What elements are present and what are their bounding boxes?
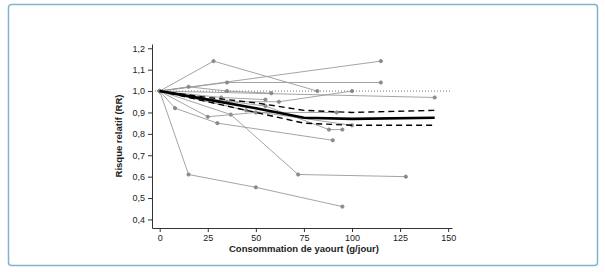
x-tick: 125 [393,228,408,243]
y-tick-mark [148,91,152,92]
y-tick-mark [148,219,152,220]
y-tick-label: 0,4 [132,215,145,225]
study-line [160,87,272,93]
x-tick-label: 100 [345,233,360,243]
x-tick-mark [256,228,257,232]
y-tick-label: 0,9 [132,108,145,118]
y-tick-label: 1,0 [132,86,145,96]
x-tick-label: 150 [441,233,456,243]
x-tick-label: 50 [251,233,261,243]
x-tick-mark [208,228,209,232]
study-point [245,109,248,112]
y-tick-mark [148,134,152,135]
pooled-line [160,91,435,119]
chart: 0 25 50 75 100 125 150 0,4 0,5 0,6 0,7 0,8 0,9 1,0 1,1… [0,0,605,272]
y-tick-mark [148,70,152,71]
study-point [264,98,267,101]
y-tick: 0,4 [132,215,152,225]
y-tick-label: 0,8 [132,129,145,139]
x-tick: 75 [299,228,309,243]
y-axis-title: Risque relatif (RR) [113,95,124,178]
y-tick: 0,5 [132,193,152,203]
frame [9,5,598,266]
study-point [173,107,176,110]
study-point [264,104,267,107]
study-line [160,61,381,91]
y-tick: 0,9 [132,108,152,118]
y-tick-mark [148,177,152,178]
x-tick-label: 75 [299,233,309,243]
study-point [341,128,344,131]
study-point [331,139,334,142]
study-point [327,128,330,131]
x-tick: 25 [203,228,213,243]
study-point [379,81,382,84]
x-tick-mark [352,228,353,232]
ci-line [160,91,435,112]
study-point [212,60,215,63]
y-tick: 0,7 [132,151,152,161]
study-point [341,205,344,208]
study-line [160,91,333,140]
study-point [379,60,382,63]
y-axis-line [152,45,153,229]
x-tick: 50 [251,228,261,243]
study-point [350,89,353,92]
x-tick-mark [400,228,401,232]
study-line [160,83,381,92]
study-line [160,91,406,177]
study-line [160,61,318,91]
reference-line [152,91,452,92]
x-tick: 150 [441,228,456,243]
y-tick-label: 0,6 [132,172,145,182]
study-point [187,173,190,176]
study-point [433,96,436,99]
plot-area [152,60,452,209]
study-point [225,81,228,84]
y-axis: 0,4 0,5 0,6 0,7 0,8 0,9 1,0 1,1 1,2 [132,44,152,229]
y-tick-label: 1,2 [132,44,145,54]
study-point [225,89,228,92]
x-tick-label: 125 [393,233,408,243]
y-tick-mark [148,198,152,199]
x-tick-label: 25 [203,233,213,243]
y-tick: 1,0 [132,86,152,96]
study-point [404,175,407,178]
x-axis-title: Consommation de yaourt (g/jour) [229,243,379,254]
study-point [254,186,257,189]
x-tick-label: 0 [158,233,163,243]
x-tick: 0 [158,228,163,243]
ci-line [160,91,435,125]
study-point [206,115,209,118]
y-tick-mark [148,112,152,113]
study-point [297,173,300,176]
y-tick-label: 0,5 [132,193,145,203]
y-tick: 0,6 [132,172,152,182]
study-point [316,89,319,92]
y-tick: 1,2 [132,44,152,54]
study-point [187,85,190,88]
x-axis-line [153,228,453,229]
study-point [254,111,257,114]
study-point [270,92,273,95]
y-tick: 1,1 [132,65,152,75]
x-axis: 0 25 50 75 100 125 150 [153,228,457,243]
x-tick: 100 [345,228,360,243]
y-tick-mark [148,155,152,156]
study-point [216,122,219,125]
y-tick: 0,8 [132,129,152,139]
x-tick-mark [160,228,161,232]
study-point [335,111,338,114]
y-tick-label: 1,1 [132,65,145,75]
x-tick-mark [448,228,449,232]
y-tick-mark [148,48,152,49]
x-tick-mark [304,228,305,232]
study-point [277,100,280,103]
y-tick-label: 0,7 [132,151,145,161]
